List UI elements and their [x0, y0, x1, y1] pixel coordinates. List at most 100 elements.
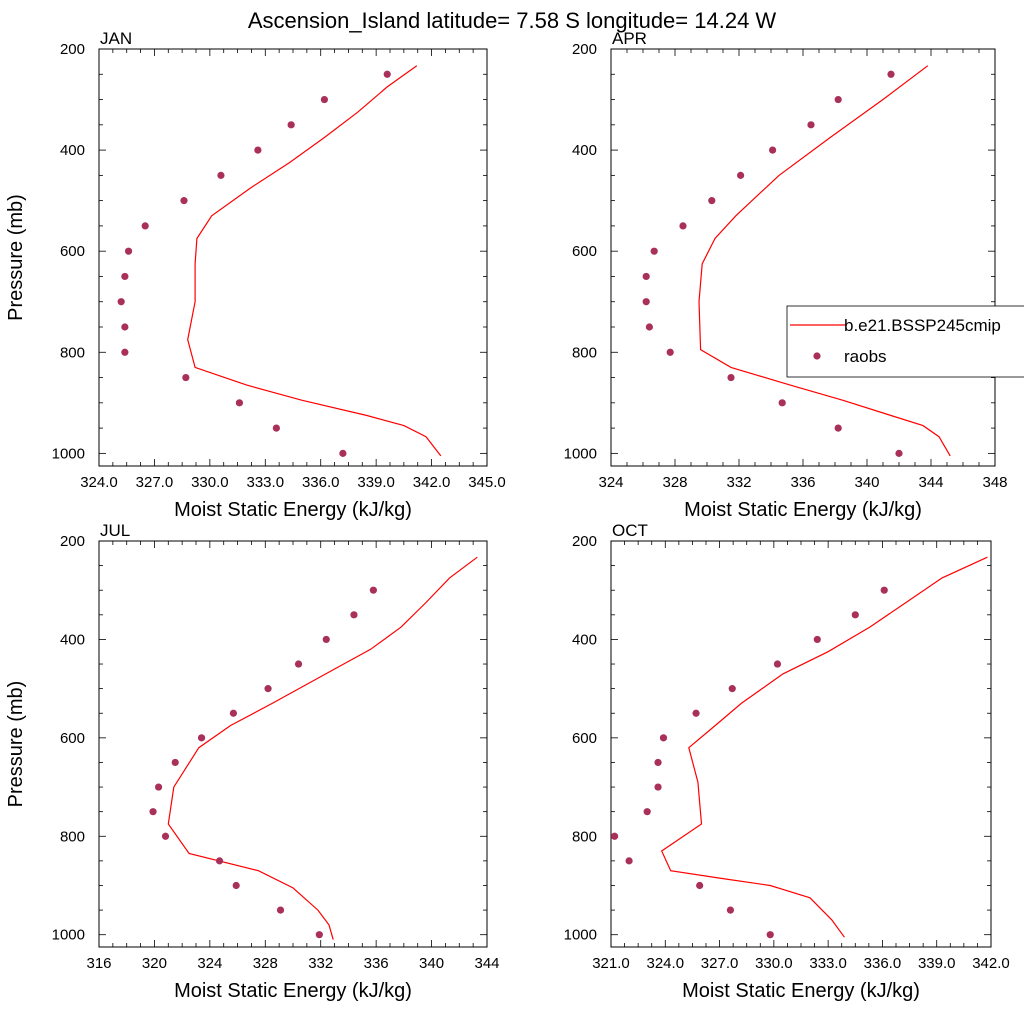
raobs-point	[180, 197, 188, 205]
x-tick-label: 327.0	[701, 955, 739, 972]
x-tick-label: 336.0	[302, 474, 340, 491]
raobs-point	[369, 586, 377, 594]
raobs-point	[895, 449, 903, 457]
y-tick-label: 800	[572, 828, 597, 845]
y-tick-label: 800	[60, 828, 85, 845]
x-tick-label: 330.0	[191, 474, 229, 491]
raobs-point	[124, 247, 133, 255]
x-tick-label: 342.0	[413, 474, 451, 491]
raobs-point	[807, 121, 815, 129]
y-tick-label: 200	[572, 41, 597, 58]
panel-title: APR	[612, 29, 647, 48]
raobs-point	[383, 70, 391, 78]
x-tick-label: 342.0	[972, 955, 1010, 972]
y-axis-label: Pressure (mb)	[5, 194, 27, 321]
x-tick-label: 340	[419, 955, 444, 972]
raobs-point	[642, 272, 650, 281]
raobs-point	[121, 272, 129, 281]
raobs-point	[217, 171, 225, 179]
raobs-point	[650, 247, 658, 255]
raobs-point	[834, 95, 842, 104]
y-tick-label: 400	[572, 631, 597, 648]
raobs-point	[769, 146, 777, 154]
plot-frame	[98, 540, 488, 948]
raobs-point	[294, 660, 303, 668]
raobs-point	[726, 906, 735, 914]
raobs-point	[117, 298, 125, 306]
y-tick-label: 200	[60, 41, 85, 58]
model-line	[187, 65, 442, 457]
y-tick-label: 1000	[564, 445, 597, 462]
panels: JAN 324.0 327.0 330.0 333.0 336.0 339.0 342.0 34…	[5, 29, 1010, 1002]
raobs-point	[659, 734, 668, 742]
raobs-point	[834, 424, 842, 432]
panel-apr: APR 324 328 332 336 340 344 348 200 400 600 800 1000…	[564, 29, 1008, 521]
y-tick-label: 400	[60, 631, 85, 648]
x-tick-label: 339.0	[357, 474, 395, 491]
raobs-point	[350, 611, 358, 619]
raobs-point	[171, 758, 179, 767]
y-tick-label: 200	[572, 533, 597, 550]
raobs-point	[692, 709, 700, 717]
x-tick-label: 316	[86, 955, 111, 972]
x-tick-label: 344	[918, 474, 943, 491]
y-tick-label: 800	[572, 344, 597, 361]
y-tick-label: 1000	[564, 927, 597, 944]
raobs-point	[141, 222, 149, 230]
y-tick-label: 400	[60, 142, 85, 159]
model-line	[660, 556, 988, 938]
x-tick-label: 345.0	[468, 474, 506, 491]
raobs-point	[229, 709, 238, 717]
model-line	[698, 65, 951, 457]
legend-model-label: b.e21.BSSP245cmip	[844, 316, 1001, 335]
x-tick-label: 340	[854, 474, 879, 491]
raobs-point	[643, 808, 651, 816]
x-axis-label: Moist Static Energy (kJ/kg)	[174, 980, 412, 1002]
panel-oct: OCT 321.0 324.0 327.0 330.0 333.0 336.0 339.0 34…	[564, 521, 1010, 1002]
raobs-point	[666, 348, 674, 356]
y-tick-label: 1000	[52, 927, 85, 944]
x-tick-label: 324.0	[80, 474, 118, 491]
x-tick-label: 333.0	[247, 474, 285, 491]
y-tick-label: 600	[60, 243, 85, 260]
x-tick-label: 348	[982, 474, 1007, 491]
raobs-point	[654, 758, 662, 767]
panel-jan: JAN 324.0 327.0 330.0 333.0 336.0 339.0 342.0 34…	[5, 29, 506, 521]
raobs-point	[149, 808, 157, 816]
raobs-point	[276, 906, 285, 914]
raobs-point	[264, 685, 272, 693]
panel-title: JUL	[100, 521, 130, 540]
legend-box	[786, 305, 1024, 378]
raobs-point	[778, 399, 786, 407]
x-tick-label: 344	[474, 955, 499, 972]
raobs-point	[254, 146, 262, 154]
raobs-point	[727, 373, 735, 382]
y-tick-label: 200	[60, 533, 85, 550]
x-tick-label: 328	[662, 474, 687, 491]
x-tick-label: 332	[726, 474, 751, 491]
raobs-point	[625, 857, 633, 865]
figure-title: Ascension_Island latitude= 7.58 S longit…	[248, 8, 777, 33]
plot-frame	[610, 540, 992, 948]
x-tick-label: 324.0	[647, 955, 685, 972]
x-tick-label: 336	[364, 955, 389, 972]
raobs-point	[320, 95, 329, 104]
x-tick-label: 320	[142, 955, 167, 972]
plot-frame	[98, 48, 488, 467]
raobs-point	[728, 685, 736, 693]
y-tick-label: 600	[572, 730, 597, 747]
legend-obs-marker	[813, 352, 821, 360]
raobs-point	[315, 931, 323, 939]
raobs-point	[121, 348, 129, 356]
x-axis-label: Moist Static Energy (kJ/kg)	[682, 980, 920, 1002]
panel-jul: JUL 316 320 324 328 332 336 340 344 200 400 600 800 1…	[5, 521, 500, 1002]
raobs-point	[197, 734, 206, 742]
raobs-point	[182, 373, 190, 382]
panel-title: JAN	[100, 29, 132, 48]
raobs-point	[696, 881, 704, 890]
x-tick-label: 333.0	[809, 955, 847, 972]
x-tick-label: 321.0	[592, 955, 630, 972]
raobs-point	[235, 399, 244, 407]
raobs-point	[215, 857, 224, 865]
